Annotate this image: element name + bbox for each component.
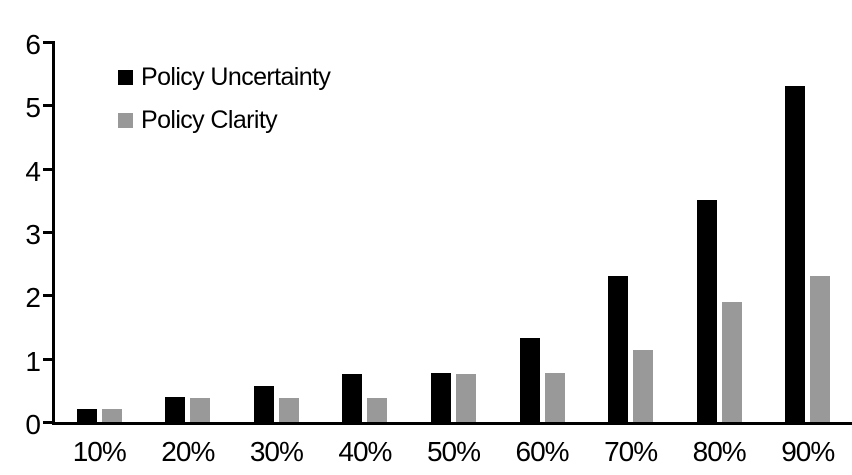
bar-policy-uncertainty-70 <box>608 276 629 422</box>
y-axis-tick-label: 0 <box>25 409 41 440</box>
y-axis-tick-label: 3 <box>25 219 41 250</box>
bar-policy-uncertainty-90 <box>785 86 806 422</box>
x-axis-label-30: 30% <box>249 436 304 467</box>
bar-policy-clarity-80 <box>721 301 742 422</box>
x-axis-label-20: 20% <box>161 436 215 467</box>
y-axis-tick <box>43 294 52 298</box>
x-axis-label-90: 90% <box>781 436 835 467</box>
y-axis-tick <box>43 231 52 234</box>
y-axis-tick <box>43 167 52 171</box>
y-axis-tick <box>43 104 52 108</box>
y-axis-tick-label: 1 <box>25 345 41 377</box>
y-axis-tick-label: 5 <box>25 92 41 124</box>
legend-item-policy-clarity: Policy Clarity <box>118 99 330 142</box>
y-axis-tick <box>43 41 52 44</box>
bar-policy-clarity-10 <box>101 409 122 422</box>
legend-swatch-policy-clarity <box>118 113 133 128</box>
bar-policy-uncertainty-10 <box>76 409 97 422</box>
bar-policy-uncertainty-40 <box>342 373 363 422</box>
legend-label-policy-uncertainty: Policy Uncertainty <box>141 63 331 91</box>
bar-policy-clarity-90 <box>810 276 831 422</box>
y-axis-line <box>52 41 55 425</box>
y-axis-tick-label: 2 <box>25 282 41 314</box>
x-axis-line <box>52 422 852 425</box>
y-axis-tick-label: 6 <box>25 29 41 60</box>
bar-policy-clarity-50 <box>456 373 476 422</box>
x-axis-label-50: 50% <box>426 436 481 467</box>
bar-policy-clarity-30 <box>278 397 299 422</box>
bar-policy-uncertainty-60 <box>519 337 540 422</box>
x-axis-label-80: 80% <box>692 436 747 467</box>
y-axis-tick-label: 4 <box>25 155 41 187</box>
x-axis-label-70: 70% <box>604 436 658 467</box>
bar-policy-uncertainty-80 <box>696 200 717 422</box>
bar-policy-uncertainty-20 <box>165 396 186 422</box>
legend-item-policy-uncertainty: Policy Uncertainty <box>118 56 331 99</box>
x-axis-label-60: 60% <box>515 436 570 467</box>
bar-policy-clarity-40 <box>367 397 388 422</box>
legend-swatch-policy-uncertainty <box>118 70 133 85</box>
x-axis-label-40: 40% <box>338 436 392 467</box>
bar-policy-uncertainty-50 <box>431 372 451 422</box>
legend-label-policy-clarity: Policy Clarity <box>141 106 278 134</box>
y-axis-tick <box>43 357 52 361</box>
y-axis-tick <box>43 421 52 424</box>
bar-policy-clarity-60 <box>544 373 565 422</box>
legend: Policy Uncertainty Policy Clarity <box>118 56 331 142</box>
bar-policy-uncertainty-30 <box>253 385 274 422</box>
x-axis-label-10: 10% <box>72 436 127 467</box>
bar-policy-clarity-20 <box>190 397 211 422</box>
bar-policy-clarity-70 <box>633 350 654 422</box>
